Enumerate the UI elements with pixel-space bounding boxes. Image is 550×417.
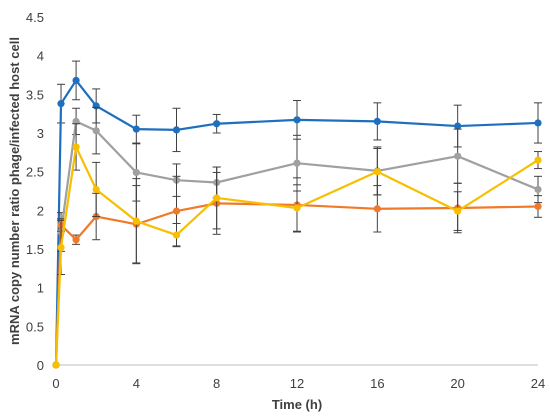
x-tick-labels: 0 4 8 12 16 20 24: [52, 376, 545, 391]
data-point: [454, 122, 462, 130]
y-tick-label: 4.5: [26, 10, 44, 25]
data-point: [172, 231, 181, 239]
data-point: [534, 202, 542, 211]
series-1: [52, 60, 542, 369]
data-point: [132, 125, 140, 133]
data-point: [213, 120, 221, 128]
data-point: [293, 116, 301, 124]
data-point: [454, 207, 462, 215]
y-tick-label: 1: [37, 281, 44, 296]
data-point: [534, 156, 542, 164]
data-point: [534, 119, 542, 127]
x-tick-label: 4: [133, 376, 140, 391]
data-point: [72, 117, 80, 125]
x-tick-label: 8: [213, 376, 220, 391]
x-tick-label: 0: [52, 376, 59, 391]
data-point: [293, 159, 301, 167]
series-4: [52, 123, 542, 369]
data-point: [132, 217, 140, 225]
y-tick-label: 4: [37, 49, 44, 64]
series-group: [52, 60, 542, 369]
data-point: [132, 168, 140, 177]
data-point: [213, 194, 221, 202]
y-tick-label: 0: [37, 358, 44, 373]
data-point: [92, 127, 100, 135]
x-tick-label: 16: [370, 376, 384, 391]
series-2: [52, 106, 542, 369]
data-point: [172, 207, 181, 215]
y-tick-labels: 0 0.5 1 1.5 2 2.5 3 3.5 4 4.5: [26, 10, 44, 373]
y-axis-title: mRNA copy number ratio phage/infected ho…: [7, 37, 22, 345]
x-tick-label: 24: [531, 376, 545, 391]
x-tick-label: 20: [450, 376, 464, 391]
data-point: [373, 117, 381, 125]
data-point: [373, 168, 381, 176]
y-tick-label: 3.5: [26, 87, 44, 102]
y-tick-label: 3: [37, 126, 44, 141]
x-tick-label: 12: [290, 376, 304, 391]
data-point: [52, 361, 60, 369]
data-point: [293, 204, 301, 212]
data-point: [454, 152, 462, 160]
data-point: [92, 185, 100, 194]
y-tick-label: 0.5: [26, 319, 44, 334]
y-tick-label: 2.5: [26, 165, 44, 180]
data-point: [57, 100, 65, 108]
data-point: [72, 236, 80, 244]
data-point: [373, 205, 381, 213]
data-point: [534, 185, 542, 194]
data-point: [72, 143, 80, 151]
data-point: [57, 243, 65, 252]
x-axis-title: Time (h): [272, 397, 322, 412]
y-tick-label: 1.5: [26, 242, 44, 257]
data-point: [172, 126, 181, 134]
y-tick-label: 2: [37, 203, 44, 218]
data-point: [72, 76, 80, 85]
